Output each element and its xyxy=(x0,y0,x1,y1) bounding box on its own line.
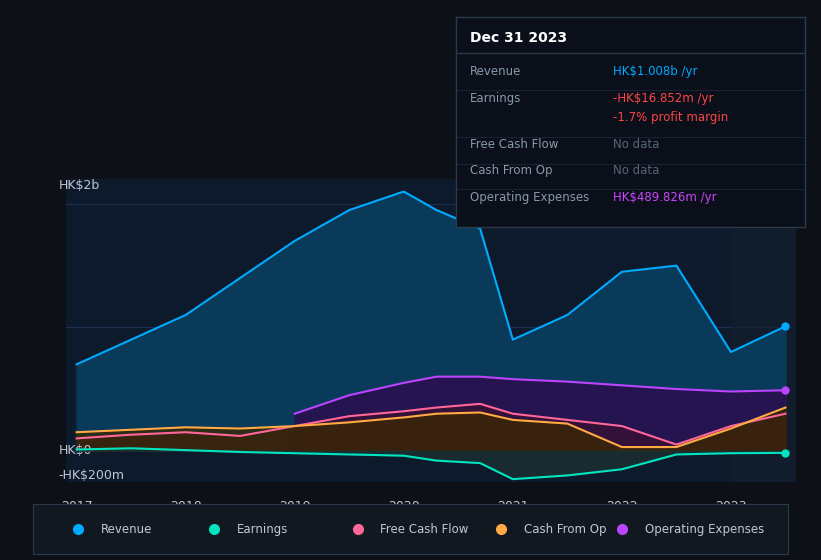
Text: -HK$200m: -HK$200m xyxy=(58,469,124,482)
Text: -HK$16.852m /yr: -HK$16.852m /yr xyxy=(612,92,713,105)
Text: Operating Expenses: Operating Expenses xyxy=(470,191,589,204)
Text: Revenue: Revenue xyxy=(101,522,152,536)
Text: Free Cash Flow: Free Cash Flow xyxy=(470,138,558,151)
Text: HK$489.826m /yr: HK$489.826m /yr xyxy=(612,191,716,204)
Text: HK$1.008b /yr: HK$1.008b /yr xyxy=(612,65,697,78)
Text: Free Cash Flow: Free Cash Flow xyxy=(380,522,469,536)
Text: Revenue: Revenue xyxy=(470,65,521,78)
Text: No data: No data xyxy=(612,138,659,151)
Text: HK$2b: HK$2b xyxy=(58,179,99,192)
Text: No data: No data xyxy=(612,164,659,176)
Text: 2019: 2019 xyxy=(279,500,310,513)
Bar xyxy=(731,179,796,482)
Text: Earnings: Earnings xyxy=(470,92,521,105)
Text: Earnings: Earnings xyxy=(236,522,288,536)
Text: Cash From Op: Cash From Op xyxy=(524,522,606,536)
Text: Operating Expenses: Operating Expenses xyxy=(644,522,764,536)
Text: 2021: 2021 xyxy=(497,500,529,513)
Text: 2017: 2017 xyxy=(61,500,93,513)
Text: Cash From Op: Cash From Op xyxy=(470,164,552,176)
Text: 2020: 2020 xyxy=(388,500,420,513)
Text: -1.7% profit margin: -1.7% profit margin xyxy=(612,111,728,124)
Text: HK$0: HK$0 xyxy=(58,444,92,458)
Text: 2022: 2022 xyxy=(606,500,638,513)
Text: 2018: 2018 xyxy=(170,500,201,513)
Text: Dec 31 2023: Dec 31 2023 xyxy=(470,31,566,45)
Text: 2023: 2023 xyxy=(715,500,747,513)
